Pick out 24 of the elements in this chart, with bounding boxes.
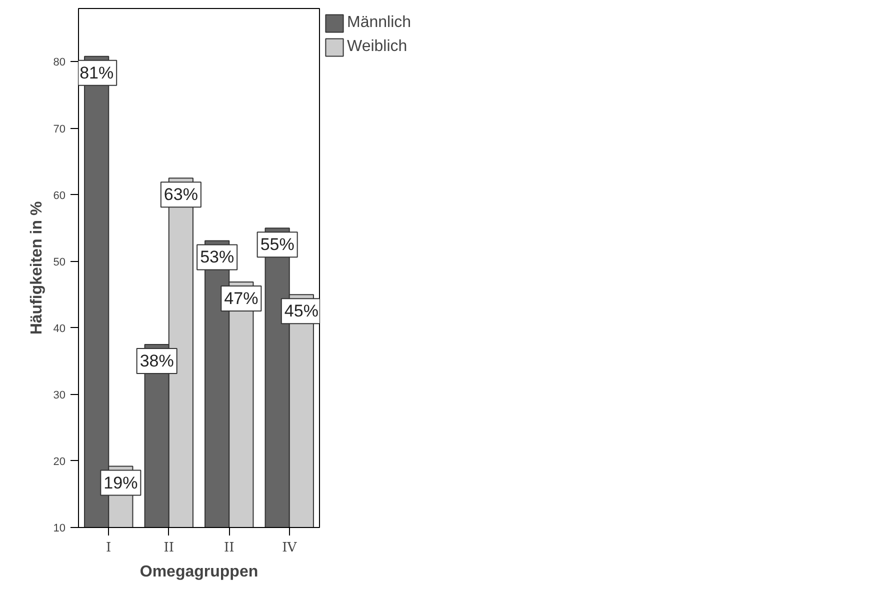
x-tick-label: II — [224, 540, 234, 556]
legend-label: Weiblich — [347, 38, 408, 56]
y-tick-label: 70 — [53, 123, 66, 136]
y-tick-label: 40 — [53, 322, 66, 335]
x-tick-label: I — [106, 540, 112, 556]
x-tick-label: IV — [282, 540, 298, 556]
y-tick-label: 50 — [53, 256, 66, 268]
data-label: 19% — [104, 473, 138, 492]
data-label: 53% — [200, 248, 234, 267]
y-tick-label: 20 — [53, 456, 66, 468]
data-label: 45% — [284, 302, 318, 321]
y-tick-label: 60 — [53, 190, 66, 202]
y-tick-label: 80 — [53, 56, 66, 69]
y-axis-title: Häufigkeiten in % — [28, 201, 46, 335]
data-label: 81% — [80, 63, 114, 82]
data-label: 55% — [260, 235, 294, 254]
y-tick-label: 30 — [53, 389, 66, 402]
data-label: 38% — [140, 352, 174, 371]
data-label: 47% — [224, 288, 258, 308]
y-tick-label: 10 — [53, 522, 66, 534]
x-tick-label: II — [164, 540, 174, 556]
legend-label: Männlich — [347, 14, 412, 32]
x-axis-title: Omegagruppen — [140, 564, 258, 580]
data-label: 63% — [164, 185, 198, 204]
